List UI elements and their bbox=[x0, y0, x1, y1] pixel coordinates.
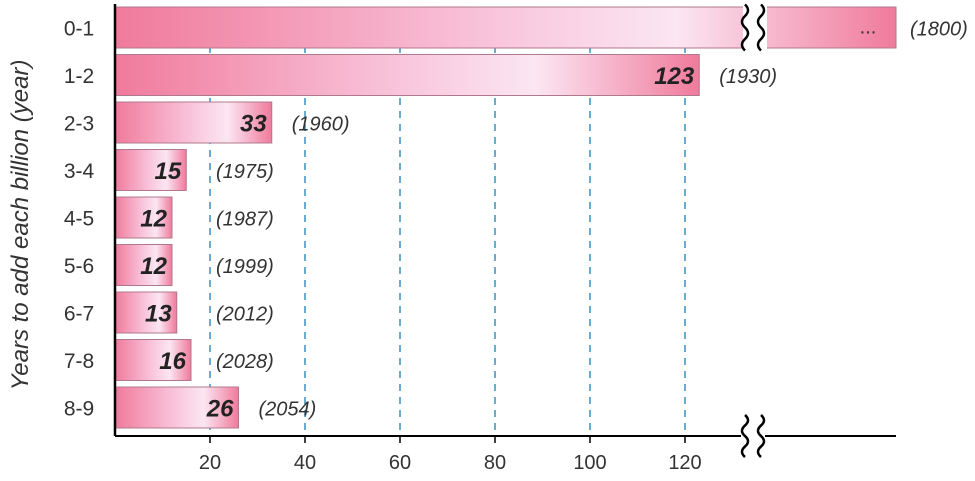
bar bbox=[114, 386, 239, 429]
value-label: 15 bbox=[155, 158, 182, 185]
year-label: (1975) bbox=[216, 161, 274, 183]
x-tick-label: 100 bbox=[573, 452, 606, 474]
value-label: 33 bbox=[240, 111, 267, 138]
category-label: 3-4 bbox=[64, 160, 95, 183]
bars bbox=[114, 6, 897, 429]
value-label: 13 bbox=[145, 301, 172, 328]
labels: 0-1... (1800) 1-2 123 (1930) 2-3 33 (1960) 3-4 15… bbox=[64, 3, 968, 423]
bar bbox=[114, 54, 700, 96]
x-tick-label: 20 bbox=[199, 452, 221, 474]
axis-break-mark bbox=[756, 3, 766, 52]
category-label: 6-7 bbox=[64, 303, 94, 326]
bar bbox=[114, 291, 178, 334]
category-label: 7-8 bbox=[64, 350, 94, 373]
bar bbox=[114, 244, 173, 286]
year-label: (2028) bbox=[216, 351, 274, 373]
value-label: ... bbox=[860, 17, 877, 39]
value-label: 16 bbox=[159, 348, 186, 375]
axes: 20 40 60 80 100 120 Years to add each billion … bbox=[7, 4, 896, 474]
bar bbox=[114, 339, 192, 381]
value-label: 12 bbox=[140, 253, 167, 280]
category-label: 4-5 bbox=[64, 208, 94, 231]
year-label: (2012) bbox=[216, 304, 274, 326]
category-label: 0-1 bbox=[64, 18, 94, 41]
x-tick-label: 80 bbox=[484, 452, 506, 474]
category-label: 2-3 bbox=[64, 113, 94, 136]
value-label: 123 bbox=[654, 63, 695, 90]
axis-break-mark bbox=[740, 414, 750, 458]
category-label: 1-2 bbox=[64, 65, 94, 88]
x-tick-label: 60 bbox=[389, 452, 411, 474]
year-label: (1800) bbox=[910, 19, 968, 41]
y-axis-title: Years to add each billion (year) bbox=[7, 60, 34, 391]
bar bbox=[114, 101, 273, 144]
year-label: (2054) bbox=[259, 399, 317, 421]
value-label: 12 bbox=[140, 206, 167, 233]
category-label: 5-6 bbox=[64, 255, 94, 278]
year-label: (1987) bbox=[216, 209, 274, 231]
x-tick-label: 40 bbox=[294, 452, 316, 474]
x-tick-label: 120 bbox=[668, 452, 701, 474]
year-label: (1960) bbox=[292, 114, 350, 136]
year-label: (1999) bbox=[216, 256, 274, 278]
bar bbox=[114, 196, 173, 239]
axis-break-mark bbox=[756, 414, 766, 458]
category-label: 8-9 bbox=[64, 398, 94, 421]
bar bbox=[114, 149, 187, 191]
year-label: (1930) bbox=[719, 66, 777, 88]
value-label: 26 bbox=[206, 396, 234, 423]
axis-break-mark bbox=[740, 3, 750, 52]
bar bbox=[114, 6, 897, 49]
